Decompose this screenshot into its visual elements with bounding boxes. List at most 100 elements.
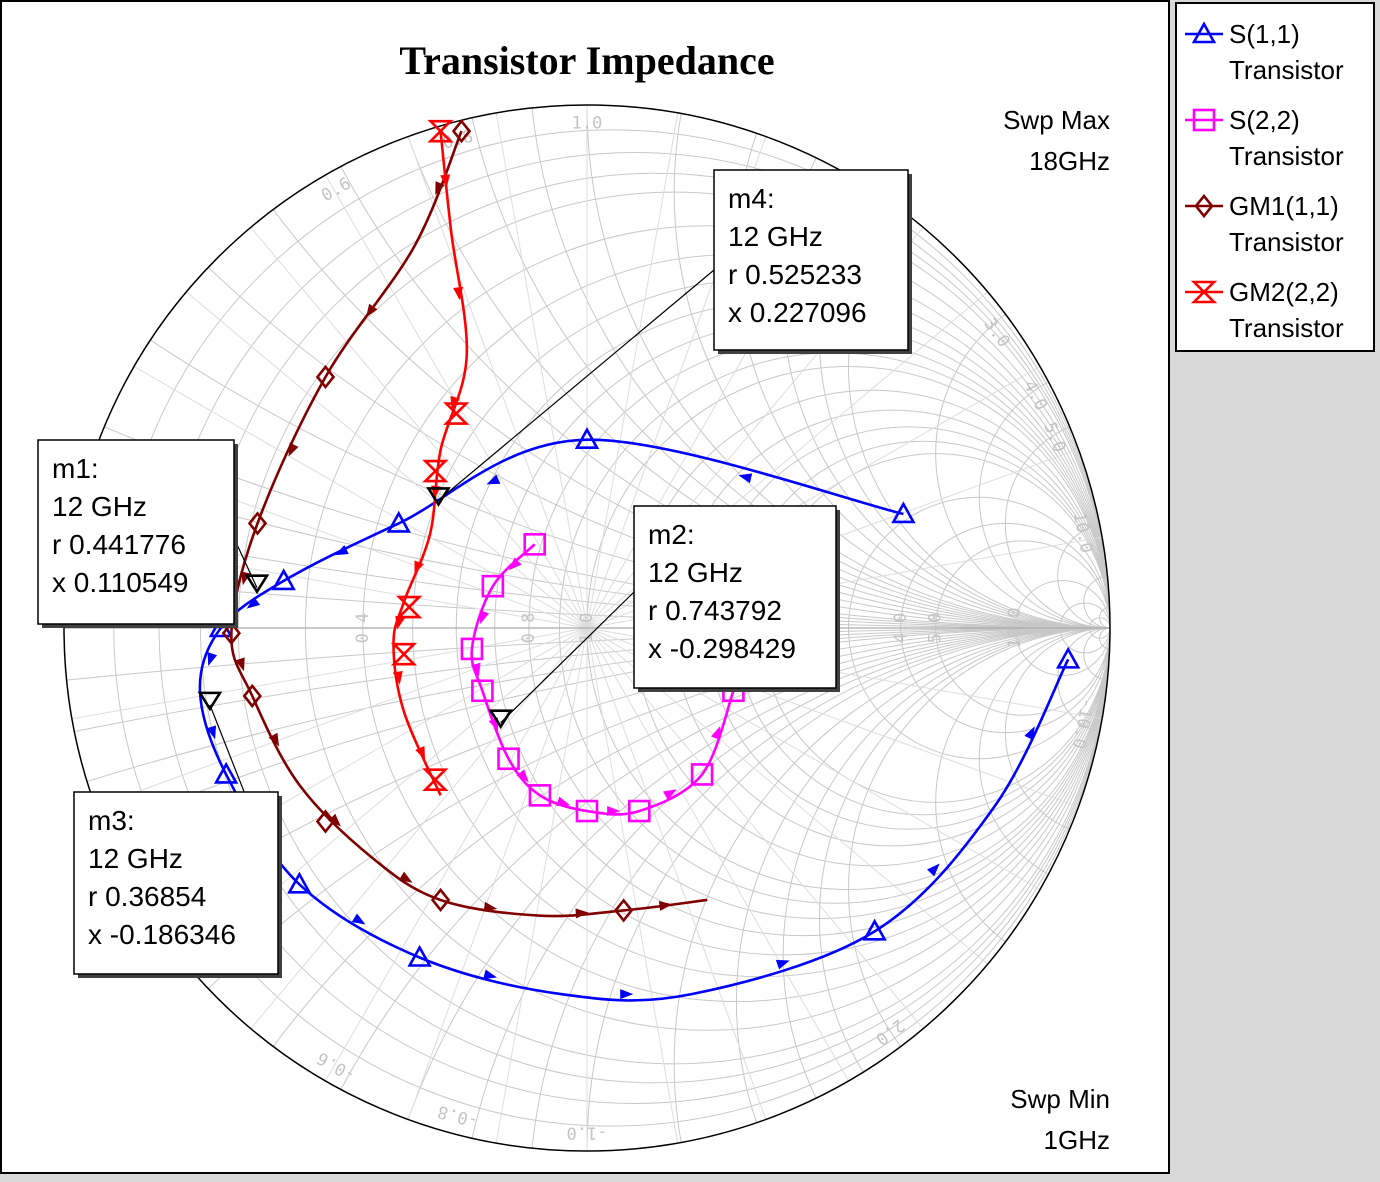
radial-line [407, 627, 588, 1120]
radial-line [586, 627, 849, 1082]
series-marker [315, 364, 336, 390]
marker-id: m2: [648, 519, 695, 550]
grid-label: 0.4 [353, 613, 373, 644]
marker-frequency: 12 GHz [728, 221, 823, 252]
grid-label: 1.0 [577, 613, 597, 644]
series-marker [574, 427, 600, 450]
plot-window: 0.8 0.8 1.0 0.6 3.0 4.0 5.0 10.0 0.4 1.0 4.0 5.0 10.… [0, 0, 1170, 1174]
reactance-arc [1004, 627, 1110, 838]
series-marker [427, 119, 454, 143]
reactance-arc [978, 627, 1110, 890]
reactance-arc [735, 627, 1110, 1151]
sweep-min-label: Swp Min [1010, 1084, 1110, 1114]
direction-arrow [710, 726, 721, 740]
reactance-arc [1099, 606, 1110, 629]
series-line [470, 543, 735, 816]
series-marker [523, 533, 547, 556]
series-gm2-2-2- [390, 119, 470, 796]
marker-m4[interactable]: m4: 12 GHz r 0.525233 x 0.227096 [426, 169, 912, 507]
radial-line [495, 112, 588, 629]
direction-arrow [351, 913, 366, 925]
direction-arrow [556, 796, 571, 807]
chart-title: Transistor Impedance [399, 38, 774, 83]
direction-arrow [207, 652, 218, 667]
series-marker [396, 595, 423, 619]
marker-id: m1: [52, 453, 99, 484]
marker-frequency: 12 GHz [648, 557, 743, 588]
radial-line [250, 227, 588, 629]
legend-series-sub: Transistor [1229, 313, 1344, 343]
grid-label: 0.6 [318, 174, 355, 207]
legend: S(1,1) Transistor S(2,2) Transistor GM1(1,1)… [1175, 2, 1375, 352]
marker-box [73, 791, 279, 975]
smith-chart: 0.80.81.00.63.04.05.010.00.4 1.0 4.0 5.0 10.… [37, 38, 1111, 1155]
radial-line [250, 627, 588, 1029]
reactance-arc [782, 627, 1110, 1151]
legend-series-name: GM2(2,2) [1229, 277, 1339, 307]
grid-label: 4.0 [891, 613, 911, 644]
series-marker [528, 784, 552, 807]
series-marker [390, 642, 418, 666]
grid-label: 10.0 [1005, 608, 1025, 649]
series-marker [451, 119, 472, 144]
series-marker [287, 871, 312, 894]
sweep-max-label: Swp Max [1003, 105, 1110, 135]
series-marker [422, 459, 449, 483]
direction-arrow [662, 789, 677, 801]
series-marker [613, 898, 634, 923]
reactance-arc [848, 105, 1110, 629]
legend-marker-icon [1192, 108, 1216, 132]
reactance-arc [1099, 627, 1110, 650]
direction-arrow [288, 442, 299, 457]
direction-arrow [246, 596, 261, 609]
direction-arrow [479, 610, 490, 625]
direction-arrow [658, 900, 673, 911]
legend-svg: S(1,1)TransistorS(2,2)TransistorGM1(1,1)… [1185, 19, 1344, 343]
grid-label: -10.0 [1068, 696, 1097, 750]
marker-reactance: x -0.186346 [88, 919, 236, 950]
radial-line [95, 627, 588, 808]
direction-arrow [1024, 726, 1035, 741]
marker-m2[interactable]: m2: 12 GHz r 0.743792 x -0.298429 [488, 505, 840, 730]
radial-line [586, 627, 679, 1144]
marker-point-icon [197, 691, 223, 712]
series-marker [247, 511, 268, 536]
direction-arrow [440, 174, 451, 188]
series-marker [471, 679, 494, 703]
reactance-arc [935, 278, 1110, 629]
legend-series-sub: Transistor [1229, 227, 1344, 257]
legend-series-name: S(1,1) [1229, 19, 1300, 49]
radial-line [586, 627, 767, 1120]
direction-arrow [483, 969, 498, 980]
marker-m1[interactable]: m1: 12 GHz r 0.441776 x 0.110549 [37, 439, 270, 628]
legend-entry: S(1,1) Transistor [1185, 19, 1344, 85]
series-gm1-1-1- [221, 119, 708, 923]
marker-leader-line [500, 591, 635, 724]
marker-box [633, 505, 837, 689]
series-marker [862, 918, 887, 941]
direction-arrow [927, 863, 940, 877]
radial-line [586, 627, 924, 1029]
marker-box [37, 439, 235, 625]
radial-line [407, 136, 588, 629]
direction-arrow [395, 615, 406, 630]
marker-frequency: 12 GHz [88, 843, 183, 874]
series-marker [497, 747, 520, 771]
marker-id: m4: [728, 183, 775, 214]
legend-entry: GM2(2,2) Transistor [1185, 277, 1344, 343]
direction-arrow [453, 286, 464, 301]
series-marker [460, 637, 484, 661]
marker-annotations: m1: 12 GHz r 0.441776 x 0.110549 m2: 12 GHz r … [37, 169, 912, 978]
marker-reactance: x 0.227096 [728, 297, 867, 328]
series-marker [430, 887, 451, 913]
marker-m3[interactable]: m3: 12 GHz r 0.36854 x -0.186346 [73, 691, 282, 978]
marker-resistance: r 0.441776 [52, 529, 186, 560]
direction-arrow [334, 545, 349, 556]
direction-arrow [516, 769, 529, 783]
grid-label: -1.0 [567, 1123, 608, 1143]
marker-resistance: r 0.525233 [728, 259, 862, 290]
series-marker [422, 768, 449, 791]
grid-label: 5.0 [926, 613, 946, 644]
legend-marker-icon [1191, 21, 1217, 44]
radial-line [186, 291, 588, 629]
